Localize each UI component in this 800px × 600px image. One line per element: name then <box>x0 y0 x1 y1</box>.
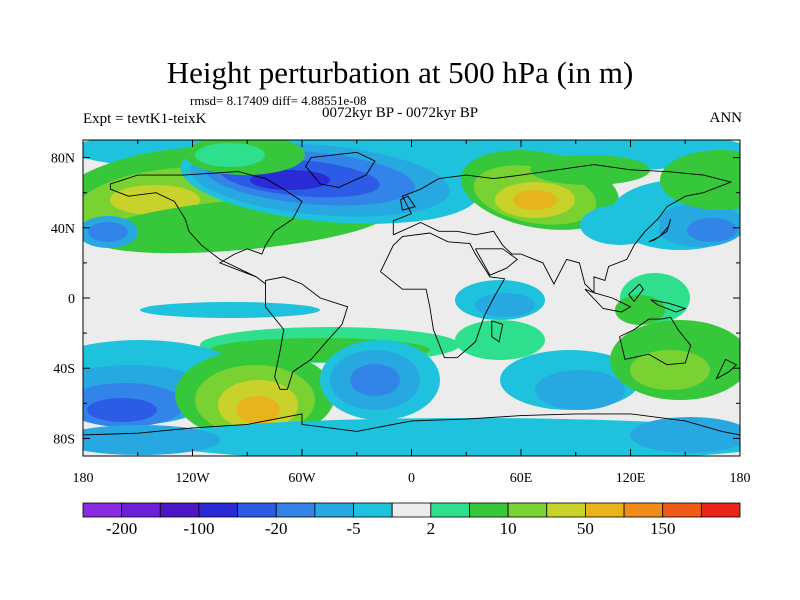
coastline <box>650 299 687 313</box>
field-contour-fill <box>475 293 535 317</box>
colorbar-swatch <box>275 502 316 518</box>
lat-tick-label: 40S <box>53 362 75 377</box>
coastline <box>648 218 672 243</box>
lon-tick-label: 60E <box>510 471 533 486</box>
lon-tick-label: 0 <box>408 471 415 486</box>
colorbar-swatch <box>507 502 548 518</box>
colorbar-swatch <box>391 502 432 518</box>
lon-tick-label: 120W <box>175 471 210 486</box>
period-label: 0072kyr BP - 0072kyr BP <box>322 105 479 121</box>
coastline <box>491 320 504 343</box>
colorbar-swatch <box>198 502 238 518</box>
season-label: ANN <box>709 110 743 126</box>
coastline <box>305 151 376 188</box>
field-contour-fill <box>87 398 157 422</box>
coastline <box>715 358 738 380</box>
coastline <box>584 288 632 313</box>
colorbar-swatch <box>469 502 509 518</box>
colorbar-swatch <box>237 502 277 518</box>
colorbar-swatch <box>623 502 664 518</box>
stats-line: rmsd= 8.17409 diff= 4.88551e-08 <box>190 93 367 108</box>
field-contour-fill <box>535 370 625 410</box>
colorbar-swatch <box>159 502 200 518</box>
axis-ticks: 80N 40N 0 40S 80S 180 120W 60W 0 60E 120E 180 <box>51 140 751 486</box>
lon-tick-label: 180 <box>73 471 94 486</box>
lat-tick-label: 80S <box>53 432 75 447</box>
map-title: Height perturbation at 500 hPa (in m) <box>166 55 634 90</box>
field-contour-fill <box>150 418 740 456</box>
coastline <box>475 248 519 276</box>
field-contour-fill <box>580 205 660 245</box>
coastline <box>628 283 644 303</box>
coastline <box>392 164 733 294</box>
colorbar-label: 50 <box>577 519 594 538</box>
lat-tick-label: 40N <box>51 222 75 237</box>
field-contour-fill <box>110 185 200 215</box>
field-contour-fill <box>83 425 220 455</box>
colorbar-swatch <box>353 502 393 518</box>
colorbar-label: 10 <box>500 519 517 538</box>
colorbar-label: -100 <box>183 519 214 538</box>
coastline <box>400 195 416 211</box>
field-layer <box>83 140 740 456</box>
field-contour-fill <box>250 170 330 190</box>
colorbar-label: 2 <box>427 519 436 538</box>
field-contour-fill <box>455 320 545 360</box>
colorbar-label: -200 <box>106 519 137 538</box>
lon-tick-label: 60W <box>288 471 316 486</box>
lon-tick-label: 120E <box>616 471 646 486</box>
field-contour-fill <box>615 295 665 325</box>
field-contour-fill <box>530 155 650 185</box>
colorbar-swatch <box>314 502 354 518</box>
field-contour-fill <box>513 190 557 210</box>
colorbar-swatch <box>662 502 702 518</box>
field-contour-fill <box>630 350 710 390</box>
colorbar-swatch <box>430 502 470 518</box>
field-contour-fill <box>350 364 400 396</box>
lat-tick-label: 0 <box>68 292 75 307</box>
colorbar-swatch <box>585 502 625 518</box>
field-contour-fill <box>660 150 740 210</box>
colorbar-swatch <box>82 502 123 518</box>
coastline <box>82 413 741 436</box>
colorbar-swatch <box>121 502 161 518</box>
lat-tick-label: 80N <box>51 152 75 167</box>
coastline <box>619 316 692 366</box>
colorbar-label: -5 <box>346 519 360 538</box>
field-contour-fill <box>236 396 280 424</box>
coastline <box>109 171 303 285</box>
field-contour-fill <box>88 222 128 242</box>
colorbar-label: -20 <box>265 519 288 538</box>
coastline <box>265 276 349 390</box>
experiment-label: Expt = tevtK1-teixK <box>83 111 207 127</box>
colorbar-swatch <box>546 502 586 518</box>
colorbar-label: 150 <box>650 519 676 538</box>
field-contour-fill <box>140 302 320 318</box>
coastlines <box>82 151 741 436</box>
colorbar-swatch <box>700 502 741 518</box>
coastline <box>380 232 506 359</box>
lon-tick-label: 180 <box>730 471 751 486</box>
field-contour-fill <box>195 143 265 167</box>
field-contour-fill <box>687 218 737 242</box>
field-contour-fill <box>630 417 740 453</box>
